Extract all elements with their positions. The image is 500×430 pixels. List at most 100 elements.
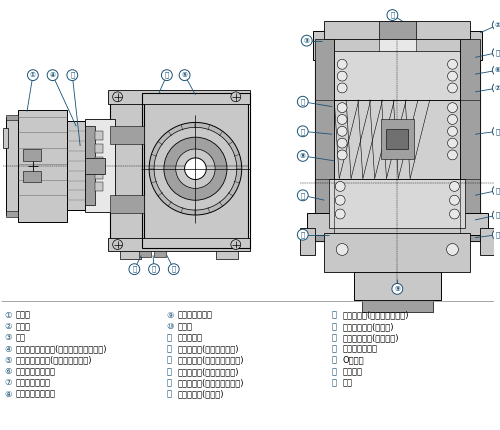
Bar bbox=[68, 121, 85, 210]
Bar bbox=[334, 50, 460, 100]
Circle shape bbox=[149, 123, 242, 215]
Text: ⑯: ⑯ bbox=[300, 192, 305, 199]
Text: ⑩: ⑩ bbox=[167, 322, 174, 331]
Circle shape bbox=[492, 47, 500, 58]
Bar bbox=[85, 120, 114, 212]
Text: ④: ④ bbox=[50, 72, 56, 78]
Text: ⑥: ⑥ bbox=[4, 367, 12, 376]
Text: ⑭: ⑭ bbox=[300, 128, 305, 135]
Circle shape bbox=[448, 126, 458, 136]
Text: ⑯: ⑯ bbox=[496, 231, 500, 238]
Circle shape bbox=[112, 240, 122, 249]
Bar bbox=[120, 252, 141, 259]
Bar bbox=[334, 100, 460, 178]
Text: ⑱: ⑱ bbox=[496, 212, 500, 218]
Circle shape bbox=[148, 264, 160, 275]
Text: オイルシール(モータ軸): オイルシール(モータ軸) bbox=[342, 333, 398, 342]
Text: Oリング: Oリング bbox=[342, 356, 364, 365]
Circle shape bbox=[298, 229, 308, 240]
Circle shape bbox=[392, 283, 402, 294]
Text: ⑲: ⑲ bbox=[164, 72, 169, 78]
Text: 出力軸: 出力軸 bbox=[178, 322, 192, 331]
Circle shape bbox=[448, 150, 458, 160]
Bar bbox=[362, 300, 433, 311]
Circle shape bbox=[450, 195, 460, 205]
Text: ㉑: ㉑ bbox=[390, 12, 394, 18]
Text: フィルタ: フィルタ bbox=[342, 367, 362, 376]
Circle shape bbox=[298, 150, 308, 161]
Bar bbox=[18, 110, 68, 222]
Bar bbox=[140, 252, 151, 257]
Text: ②: ② bbox=[4, 322, 12, 331]
Circle shape bbox=[298, 126, 308, 137]
Text: ⑨: ⑨ bbox=[394, 286, 400, 292]
Circle shape bbox=[302, 35, 312, 46]
Text: シールキャップ: シールキャップ bbox=[342, 344, 377, 353]
Bar bbox=[330, 178, 466, 228]
Text: ㉓: ㉓ bbox=[132, 266, 136, 273]
Circle shape bbox=[47, 70, 58, 80]
Bar bbox=[314, 39, 334, 241]
Circle shape bbox=[448, 83, 458, 93]
Circle shape bbox=[387, 9, 398, 21]
Text: Ⓗ: Ⓗ bbox=[332, 378, 336, 387]
Bar bbox=[108, 90, 250, 104]
Circle shape bbox=[448, 103, 458, 113]
Circle shape bbox=[336, 243, 348, 255]
Bar bbox=[460, 39, 480, 241]
Text: ケース: ケース bbox=[15, 322, 30, 331]
Text: ⑧: ⑧ bbox=[4, 390, 12, 399]
Circle shape bbox=[337, 114, 347, 124]
Text: ベアリング(モータ軸負荷側): ベアリング(モータ軸負荷側) bbox=[342, 310, 408, 319]
Text: ⑱: ⑱ bbox=[300, 231, 305, 238]
Text: ベアリング(出力軸): ベアリング(出力軸) bbox=[178, 390, 224, 399]
Text: ③: ③ bbox=[304, 38, 310, 44]
Bar bbox=[85, 126, 95, 205]
Bar bbox=[23, 171, 41, 182]
Text: ベアリング(第三軸ケース側): ベアリング(第三軸ケース側) bbox=[178, 378, 244, 387]
Circle shape bbox=[336, 195, 345, 205]
Circle shape bbox=[162, 70, 172, 80]
Text: ⑮: ⑮ bbox=[496, 128, 500, 135]
Text: ③: ③ bbox=[4, 333, 12, 342]
Circle shape bbox=[492, 209, 500, 221]
Text: ⑫: ⑫ bbox=[167, 344, 172, 353]
Bar bbox=[378, 21, 416, 39]
Bar bbox=[6, 211, 18, 217]
Text: ⑯: ⑯ bbox=[167, 390, 172, 399]
Bar bbox=[314, 39, 480, 241]
Text: ⑨: ⑨ bbox=[167, 310, 174, 319]
Circle shape bbox=[492, 19, 500, 31]
Text: ⑦: ⑦ bbox=[495, 85, 500, 91]
Bar bbox=[144, 95, 248, 246]
Circle shape bbox=[337, 83, 347, 93]
Circle shape bbox=[450, 209, 460, 219]
Circle shape bbox=[337, 103, 347, 113]
Text: Ⓑ: Ⓑ bbox=[332, 310, 336, 319]
Text: ④: ④ bbox=[4, 344, 12, 353]
Circle shape bbox=[298, 190, 308, 201]
Circle shape bbox=[336, 181, 345, 191]
Text: ㉒: ㉒ bbox=[152, 266, 156, 273]
Bar bbox=[95, 170, 103, 178]
Text: 第二段ホイール: 第二段ホイール bbox=[15, 378, 50, 387]
Circle shape bbox=[337, 71, 347, 81]
Bar bbox=[216, 252, 238, 259]
Circle shape bbox=[446, 243, 458, 255]
Text: ⑥: ⑥ bbox=[495, 67, 500, 73]
Text: ⑬: ⑬ bbox=[167, 356, 172, 365]
Text: ①: ① bbox=[4, 310, 12, 319]
Text: Ⓔ: Ⓔ bbox=[332, 344, 336, 353]
Circle shape bbox=[492, 229, 500, 240]
Text: Ⓖ: Ⓖ bbox=[332, 367, 336, 376]
Bar bbox=[108, 238, 250, 252]
Circle shape bbox=[129, 264, 140, 275]
Text: ⑪: ⑪ bbox=[167, 333, 172, 342]
Bar bbox=[95, 157, 103, 166]
Circle shape bbox=[450, 181, 460, 191]
Circle shape bbox=[337, 138, 347, 148]
Bar bbox=[23, 149, 41, 161]
Circle shape bbox=[164, 137, 227, 200]
Bar bbox=[85, 158, 105, 174]
Circle shape bbox=[184, 158, 206, 180]
